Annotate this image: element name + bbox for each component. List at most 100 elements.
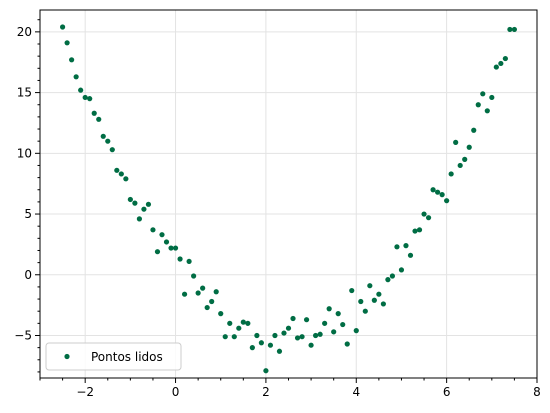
grid <box>40 10 538 378</box>
data-point <box>480 91 486 97</box>
data-point <box>394 244 400 250</box>
legend-marker <box>64 353 70 360</box>
data-point <box>82 94 88 101</box>
data-point <box>168 245 174 251</box>
data-point <box>78 87 84 93</box>
y-tick-label: 20 <box>17 25 32 39</box>
data-point <box>281 330 287 336</box>
data-point <box>322 320 328 326</box>
x-tick-label: 8 <box>533 385 541 399</box>
data-point <box>118 171 124 177</box>
data-point <box>385 277 391 283</box>
data-point <box>430 187 436 193</box>
data-point <box>123 176 129 182</box>
data-point <box>335 311 341 317</box>
x-tick-label: 2 <box>262 385 270 399</box>
data-point <box>462 156 468 162</box>
data-point <box>416 227 423 233</box>
data-point <box>367 283 373 289</box>
data-point <box>371 297 377 303</box>
data-point <box>64 40 70 46</box>
data-point <box>96 116 102 122</box>
data-point <box>127 196 133 203</box>
data-point <box>299 334 305 340</box>
data-point <box>353 328 359 334</box>
data-point <box>425 215 432 221</box>
data-point <box>444 198 450 204</box>
data-point <box>109 147 115 153</box>
data-point <box>254 332 260 339</box>
data-point <box>258 340 264 346</box>
data-point <box>209 298 215 305</box>
data-point <box>489 94 495 101</box>
data-point <box>471 127 477 133</box>
data-point <box>150 227 156 233</box>
data-point <box>87 96 93 102</box>
data-point <box>294 335 301 341</box>
data-point <box>195 290 201 296</box>
data-point <box>145 201 152 207</box>
data-point <box>457 162 463 169</box>
legend-box <box>45 342 182 371</box>
data-point <box>141 206 147 212</box>
data-point <box>376 291 382 297</box>
y-tick-label: 5 <box>24 207 32 221</box>
data-point <box>163 239 170 245</box>
data-point <box>498 60 504 67</box>
data-point <box>308 342 314 348</box>
data-point <box>105 138 111 144</box>
data-point <box>466 144 472 150</box>
axis-ticks: −2 0 2 4 6 8 −5 0 5 10 15 20 <box>14 19 541 399</box>
data-point <box>349 287 355 294</box>
data-point <box>326 306 332 312</box>
data-point <box>403 243 409 249</box>
data-point <box>484 108 490 114</box>
data-point <box>114 167 120 173</box>
data-point <box>136 216 142 222</box>
data-point <box>204 304 210 311</box>
data-point <box>317 331 323 337</box>
data-point <box>191 273 197 279</box>
data-point <box>407 252 414 258</box>
data-point <box>213 289 219 295</box>
legend-label: Pontos lidos <box>91 350 163 364</box>
data-point <box>502 55 508 62</box>
data-point <box>91 110 97 116</box>
data-point <box>272 332 278 339</box>
data-point <box>389 273 396 279</box>
data-point <box>245 320 251 326</box>
data-point <box>132 200 138 206</box>
data-point <box>236 325 242 331</box>
data-point <box>344 341 350 347</box>
data-point <box>435 189 441 195</box>
data-point <box>231 334 237 340</box>
data-point <box>362 308 368 314</box>
data-point <box>186 258 192 265</box>
data-point <box>154 249 161 255</box>
data-point <box>240 319 246 325</box>
y-tick-label: 10 <box>17 146 32 160</box>
data-point <box>511 26 518 33</box>
data-point <box>290 315 296 322</box>
data-point <box>177 256 183 262</box>
data-point <box>313 332 319 339</box>
data-point <box>331 329 337 335</box>
legend: Pontos lidos <box>45 342 182 371</box>
x-tick-label: 0 <box>172 385 180 399</box>
x-tick-label: 4 <box>352 385 360 399</box>
data-point <box>218 311 224 317</box>
data-point <box>227 320 233 326</box>
data-point <box>340 321 346 328</box>
data-point <box>276 348 283 354</box>
data-point <box>222 334 228 340</box>
data-point <box>493 64 499 70</box>
x-tick-label: 6 <box>443 385 451 399</box>
y-tick-label: 0 <box>24 268 32 282</box>
data-point <box>73 74 79 80</box>
data-point <box>285 325 292 331</box>
data-point <box>475 102 481 108</box>
data-point <box>172 245 179 251</box>
data-point <box>100 133 106 139</box>
